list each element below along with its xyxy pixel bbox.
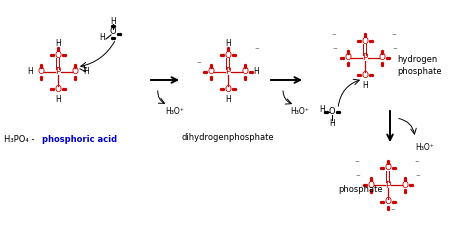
Text: hydrogen: hydrogen <box>397 55 437 65</box>
Text: ⁻: ⁻ <box>333 47 337 55</box>
Text: H: H <box>225 96 231 104</box>
Text: H: H <box>27 67 33 77</box>
Text: ⁻: ⁻ <box>415 160 419 168</box>
Text: O: O <box>225 84 231 94</box>
Text: H: H <box>253 67 259 77</box>
Text: O: O <box>379 54 385 62</box>
Text: H: H <box>319 106 325 114</box>
Text: ⁻: ⁻ <box>197 60 201 70</box>
Text: H₃O⁺: H₃O⁺ <box>291 108 310 116</box>
Text: O: O <box>345 54 352 62</box>
Text: P: P <box>55 67 61 77</box>
Text: phosphoric acid: phosphoric acid <box>42 136 117 144</box>
Text: O: O <box>367 180 374 190</box>
Text: O: O <box>241 67 248 77</box>
Text: ⁻: ⁻ <box>356 174 360 182</box>
Text: phosphate: phosphate <box>397 66 442 76</box>
Text: H: H <box>362 82 368 90</box>
Text: H: H <box>110 17 116 25</box>
Text: H: H <box>83 67 89 77</box>
Text: H: H <box>329 119 335 127</box>
Text: P: P <box>225 67 231 77</box>
Text: O: O <box>362 71 368 79</box>
Text: ⁻: ⁻ <box>355 160 359 168</box>
Text: O: O <box>55 50 62 60</box>
Text: P: P <box>385 180 391 190</box>
Text: ⁻: ⁻ <box>416 174 420 182</box>
Text: O: O <box>55 84 62 94</box>
Text: ⁻: ⁻ <box>392 47 397 55</box>
Text: O: O <box>208 67 215 77</box>
Text: ⁻: ⁻ <box>255 47 259 55</box>
Text: phosphate: phosphate <box>338 186 383 194</box>
Text: ⁻: ⁻ <box>332 32 337 42</box>
Text: H: H <box>55 96 61 104</box>
Text: O: O <box>37 67 45 77</box>
Text: O: O <box>362 36 368 46</box>
Text: ⁻: ⁻ <box>392 32 396 42</box>
Text: O: O <box>225 50 231 60</box>
Text: P: P <box>362 54 368 62</box>
Text: O: O <box>384 198 392 206</box>
Text: O: O <box>72 67 79 77</box>
Text: dihydrogenphosphate: dihydrogenphosphate <box>182 133 274 143</box>
Text: O: O <box>109 28 116 36</box>
Text: H: H <box>55 40 61 48</box>
Text: H: H <box>99 32 105 42</box>
Text: ⁻: ⁻ <box>391 208 395 216</box>
Text: H₃PO₄ -: H₃PO₄ - <box>4 136 37 144</box>
Text: O: O <box>384 163 392 173</box>
Text: O: O <box>328 108 335 116</box>
Text: H₃O⁺: H₃O⁺ <box>416 144 435 152</box>
Text: H₃O⁺: H₃O⁺ <box>165 108 184 116</box>
Text: O: O <box>401 180 409 190</box>
Text: H: H <box>225 40 231 48</box>
